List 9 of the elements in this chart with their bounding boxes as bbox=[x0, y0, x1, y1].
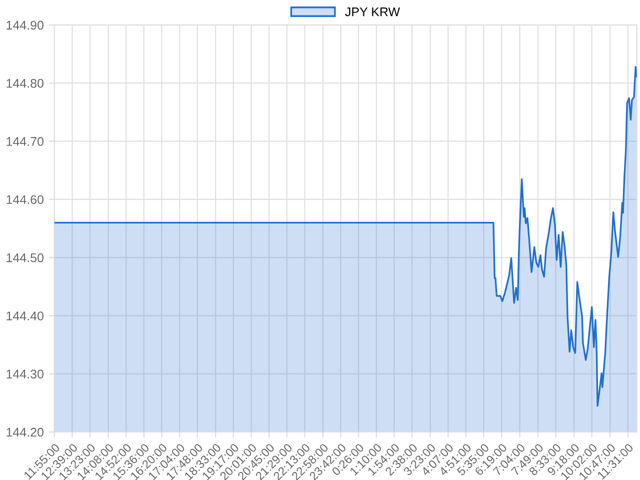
y-tick-label: 144.60 bbox=[6, 195, 44, 204]
y-tick-label: 144.80 bbox=[6, 78, 44, 88]
y-tick-label: 144.90 bbox=[6, 20, 44, 30]
y-tick-label: 144.20 bbox=[6, 428, 44, 437]
y-tick-label: 144.70 bbox=[6, 137, 44, 146]
y-tick-label: 144.50 bbox=[6, 253, 44, 262]
legend-label: JPY KRW bbox=[345, 8, 400, 16]
y-tick-label: 144.30 bbox=[6, 370, 44, 379]
y-tick-label: 144.40 bbox=[6, 312, 44, 320]
